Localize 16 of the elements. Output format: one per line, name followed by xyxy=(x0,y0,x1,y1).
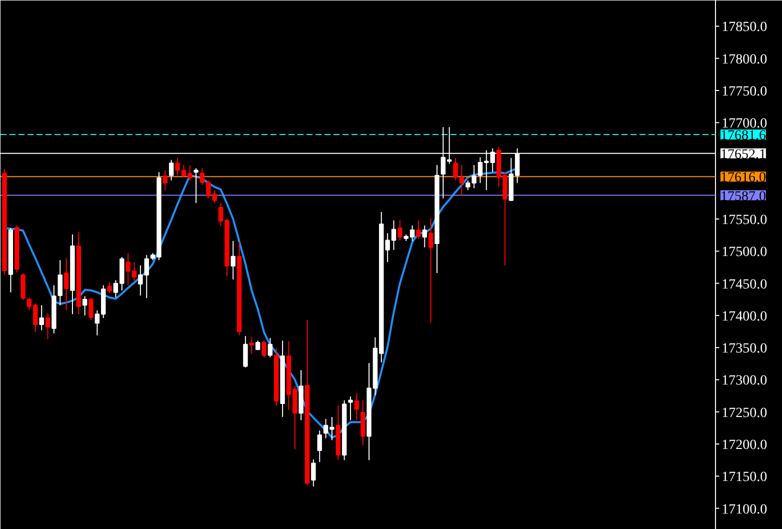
y-tick-label: 17450.0 xyxy=(722,277,768,292)
ref-line-label: 17587.0 xyxy=(720,189,766,204)
y-tick-label: 17750.0 xyxy=(722,84,768,100)
ref-line-label: 17681.6 xyxy=(720,128,766,144)
y-tick-label: 17200.0 xyxy=(722,438,768,454)
y-tick-label: 17800.0 xyxy=(722,52,768,68)
y-tick-label: 17150.0 xyxy=(722,470,768,486)
y-tick-label: 17350.0 xyxy=(722,342,768,357)
ref-line-label: 17652.1 xyxy=(720,147,766,162)
y-tick-label: 17400.0 xyxy=(722,309,768,324)
y-tick-label: 17100.0 xyxy=(722,502,768,518)
y-tick-label: 17500.0 xyxy=(722,245,768,260)
y-tick-label: 17300.0 xyxy=(722,374,768,389)
y-tick-label: 17550.0 xyxy=(722,213,768,228)
y-tick-label: 17850.0 xyxy=(722,20,768,36)
y-tick-label: 17250.0 xyxy=(722,406,768,421)
